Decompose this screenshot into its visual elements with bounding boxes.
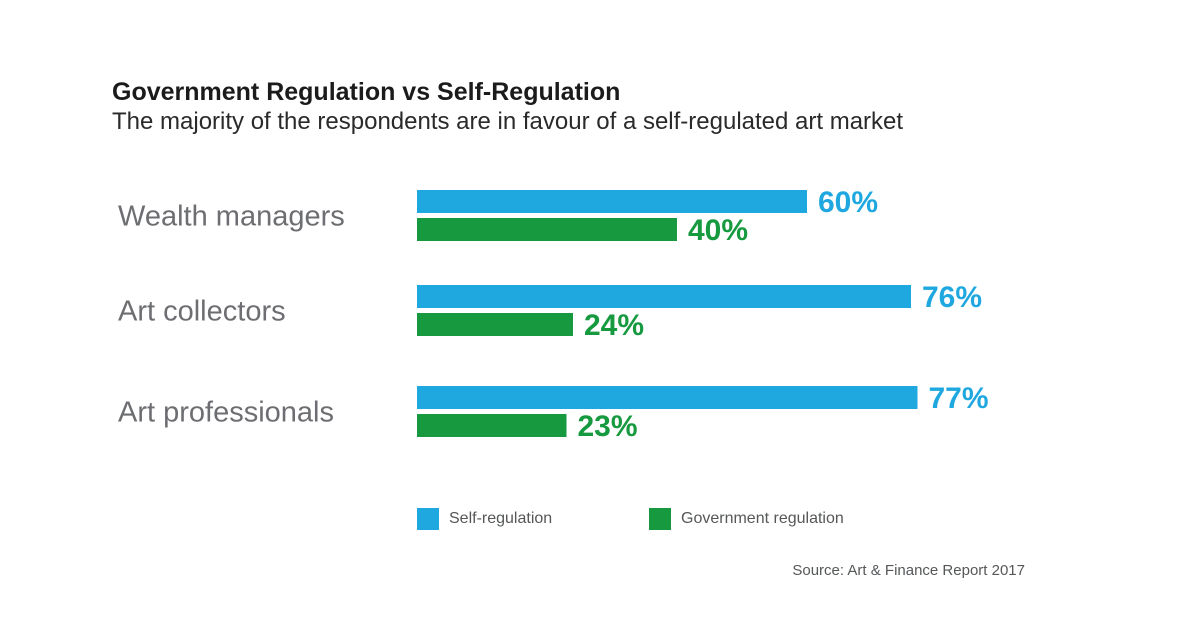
legend-swatch-self-regulation	[417, 508, 439, 530]
legend-item-self-regulation: Self-regulation	[417, 508, 552, 530]
value-label-art-professionals-government-regulation: 23%	[578, 410, 638, 443]
category-label-art-professionals: Art professionals	[118, 397, 334, 429]
legend-swatch-government-regulation	[649, 508, 671, 530]
value-label-wealth-managers-government-regulation: 40%	[688, 214, 748, 247]
bar-art-collectors-government-regulation	[417, 313, 573, 336]
bar-chart: Wealth managers 60% 40% Art collectors 76% 24…	[118, 186, 989, 443]
legend-label-government-regulation: Government regulation	[681, 510, 844, 527]
bar-wealth-managers-government-regulation	[417, 218, 677, 241]
value-label-art-collectors-self-regulation: 76%	[922, 281, 982, 314]
bar-art-professionals-government-regulation	[417, 414, 567, 437]
bar-wealth-managers-self-regulation	[417, 190, 807, 213]
chart-title: Government Regulation vs Self-Regulation	[112, 78, 621, 106]
category-label-wealth-managers: Wealth managers	[118, 201, 345, 233]
value-label-art-professionals-self-regulation: 77%	[929, 382, 989, 415]
value-label-wealth-managers-self-regulation: 60%	[818, 186, 878, 219]
category-label-art-collectors: Art collectors	[118, 296, 286, 328]
bar-art-collectors-self-regulation	[417, 285, 911, 308]
bar-art-professionals-self-regulation	[417, 386, 918, 409]
value-label-art-collectors-government-regulation: 24%	[584, 309, 644, 342]
source-note: Source: Art & Finance Report 2017	[792, 562, 1025, 579]
legend-item-government-regulation: Government regulation	[649, 508, 844, 530]
legend-label-self-regulation: Self-regulation	[449, 510, 553, 527]
chart-subtitle: The majority of the respondents are in f…	[112, 108, 904, 135]
